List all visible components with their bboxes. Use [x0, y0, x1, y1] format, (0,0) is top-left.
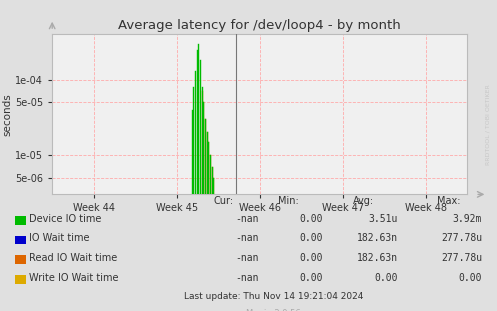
Text: 0.00: 0.00 — [459, 272, 482, 282]
Y-axis label: seconds: seconds — [2, 93, 12, 136]
Text: 182.63n: 182.63n — [356, 233, 398, 243]
Text: Min:: Min: — [278, 196, 299, 206]
Text: 277.78u: 277.78u — [441, 233, 482, 243]
Text: Cur:: Cur: — [214, 196, 234, 206]
Text: RRDTOOL / TOBI OETIKER: RRDTOOL / TOBI OETIKER — [486, 84, 491, 165]
Text: Munin 2.0.56: Munin 2.0.56 — [246, 309, 301, 311]
Text: Last update: Thu Nov 14 19:21:04 2024: Last update: Thu Nov 14 19:21:04 2024 — [184, 291, 363, 300]
Text: Read IO Wait time: Read IO Wait time — [29, 253, 117, 263]
Text: 182.63n: 182.63n — [356, 253, 398, 263]
Text: 0.00: 0.00 — [300, 214, 323, 224]
Text: 0.00: 0.00 — [374, 272, 398, 282]
Text: Avg:: Avg: — [353, 196, 374, 206]
Text: -nan: -nan — [235, 253, 258, 263]
Text: -nan: -nan — [235, 214, 258, 224]
Text: Write IO Wait time: Write IO Wait time — [29, 272, 118, 282]
Text: -nan: -nan — [235, 272, 258, 282]
Text: 277.78u: 277.78u — [441, 253, 482, 263]
Title: Average latency for /dev/loop4 - by month: Average latency for /dev/loop4 - by mont… — [118, 19, 401, 32]
Text: 3.92m: 3.92m — [453, 214, 482, 224]
Text: 0.00: 0.00 — [300, 253, 323, 263]
Text: IO Wait time: IO Wait time — [29, 233, 89, 243]
Text: 0.00: 0.00 — [300, 272, 323, 282]
Text: -nan: -nan — [235, 233, 258, 243]
Text: Max:: Max: — [437, 196, 461, 206]
Text: Device IO time: Device IO time — [29, 214, 101, 224]
Text: 0.00: 0.00 — [300, 233, 323, 243]
Text: 3.51u: 3.51u — [368, 214, 398, 224]
